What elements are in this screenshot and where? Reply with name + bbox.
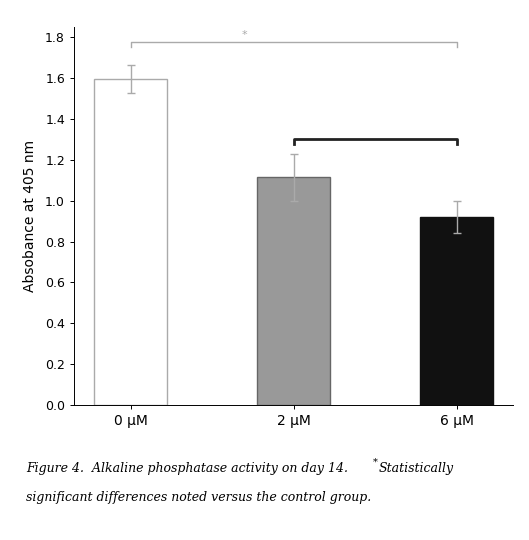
Bar bbox=[420, 217, 493, 405]
Text: *: * bbox=[242, 30, 248, 40]
Text: *: * bbox=[373, 457, 378, 467]
Bar bbox=[257, 177, 330, 405]
Text: Statistically: Statistically bbox=[378, 462, 453, 475]
Text: Figure 4.  Alkaline phosphatase activity on day 14.: Figure 4. Alkaline phosphatase activity … bbox=[26, 462, 357, 475]
Bar bbox=[94, 79, 167, 405]
Text: significant differences noted versus the control group.: significant differences noted versus the… bbox=[26, 491, 372, 504]
Y-axis label: Absobance at 405 nm: Absobance at 405 nm bbox=[23, 140, 37, 292]
